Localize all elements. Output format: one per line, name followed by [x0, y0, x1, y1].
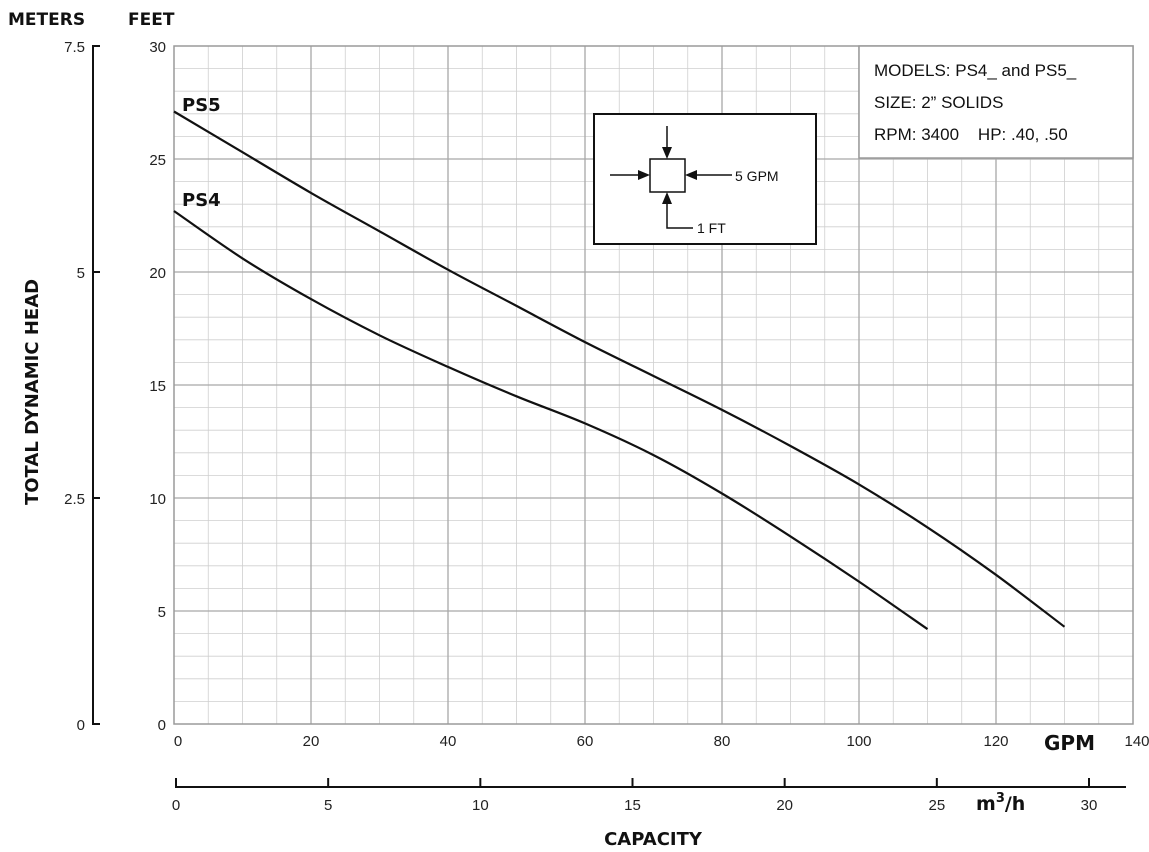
info-size: SIZE: 2” SOLIDS [874, 93, 1003, 112]
m3h-tick-label: 0 [172, 797, 180, 814]
gpm-tick-label: 80 [714, 733, 731, 750]
grid-key: 5 GPM 1 FT [593, 113, 817, 245]
feet-tick-label: 15 [149, 378, 166, 395]
arrow-left-head [638, 170, 650, 180]
gpm-tick-label: 0 [174, 733, 182, 750]
plot-frame [173, 45, 1134, 725]
m3h-tick-label: 10 [472, 797, 489, 814]
gpm-tick-label: 20 [303, 733, 320, 750]
feet-tick-label: 5 [158, 604, 166, 621]
feet-tick-label: 25 [149, 152, 166, 169]
feet-tick-label: 20 [149, 265, 166, 282]
arrow-bottom-head [662, 192, 672, 204]
m3h-tick-label: 30 [1081, 797, 1098, 814]
meters-axis: 0 2.5 5 7.5 [64, 39, 100, 734]
gpm-tick-label: 120 [983, 733, 1008, 750]
m3h-unit-label: m3/h [976, 791, 1025, 815]
meters-unit-label: METERS [8, 10, 85, 30]
feet-tick-label: 30 [149, 39, 166, 56]
grid-key-ft-label: 1 FT [697, 220, 726, 236]
m3h-tick-label: 15 [624, 797, 641, 814]
m3h-tick-label: 20 [776, 797, 793, 814]
arrow-right-head [685, 170, 697, 180]
grid-key-frame [593, 113, 817, 245]
arrow-bottom-line [666, 201, 693, 229]
arrow-top-head [662, 147, 672, 159]
gpm-tick-label: 140 [1124, 733, 1149, 750]
info-box: MODELS: PS4_ and PS5_ SIZE: 2” SOLIDS RP… [858, 45, 1134, 159]
gpm-tick-label: 40 [440, 733, 457, 750]
gpm-unit-label: GPM [1044, 731, 1095, 755]
feet-unit-label: FEET [128, 10, 175, 30]
grid-key-cell [649, 158, 686, 193]
gpm-tick-label: 100 [846, 733, 871, 750]
meters-tick-label: 5 [77, 265, 85, 282]
m3h-tick-label: 25 [928, 797, 945, 814]
gpm-tick-labels: 0 20 40 60 80 100 120 140 [174, 733, 1149, 750]
meters-tick-label: 2.5 [64, 491, 85, 508]
y-axis-label: TOTAL DYNAMIC HEAD [22, 279, 43, 505]
feet-tick-label: 0 [158, 717, 166, 734]
meters-tick-label: 0 [77, 717, 85, 734]
info-models: MODELS: PS4_ and PS5_ [874, 61, 1077, 80]
curve-ps4 [173, 210, 929, 631]
x-axis-label: CAPACITY [604, 829, 703, 850]
gpm-tick-label: 60 [577, 733, 594, 750]
feet-tick-label: 10 [149, 491, 166, 508]
curve-ps5 [173, 110, 1066, 628]
grid-key-gpm-label: 5 GPM [735, 168, 779, 184]
info-box-frame [858, 45, 1134, 159]
feet-tick-labels: 0 5 10 15 20 25 30 [149, 39, 166, 734]
curves [173, 110, 1066, 631]
info-rpm-hp: RPM: 3400 HP: .40, .50 [874, 125, 1068, 144]
series-label-ps4: PS4 [182, 190, 221, 211]
m3h-tick-label: 5 [324, 797, 332, 814]
m3h-axis: 0 5 10 15 20 25 30 [172, 778, 1126, 814]
meters-tick-label: 7.5 [64, 39, 85, 56]
series-label-ps5: PS5 [182, 95, 221, 116]
